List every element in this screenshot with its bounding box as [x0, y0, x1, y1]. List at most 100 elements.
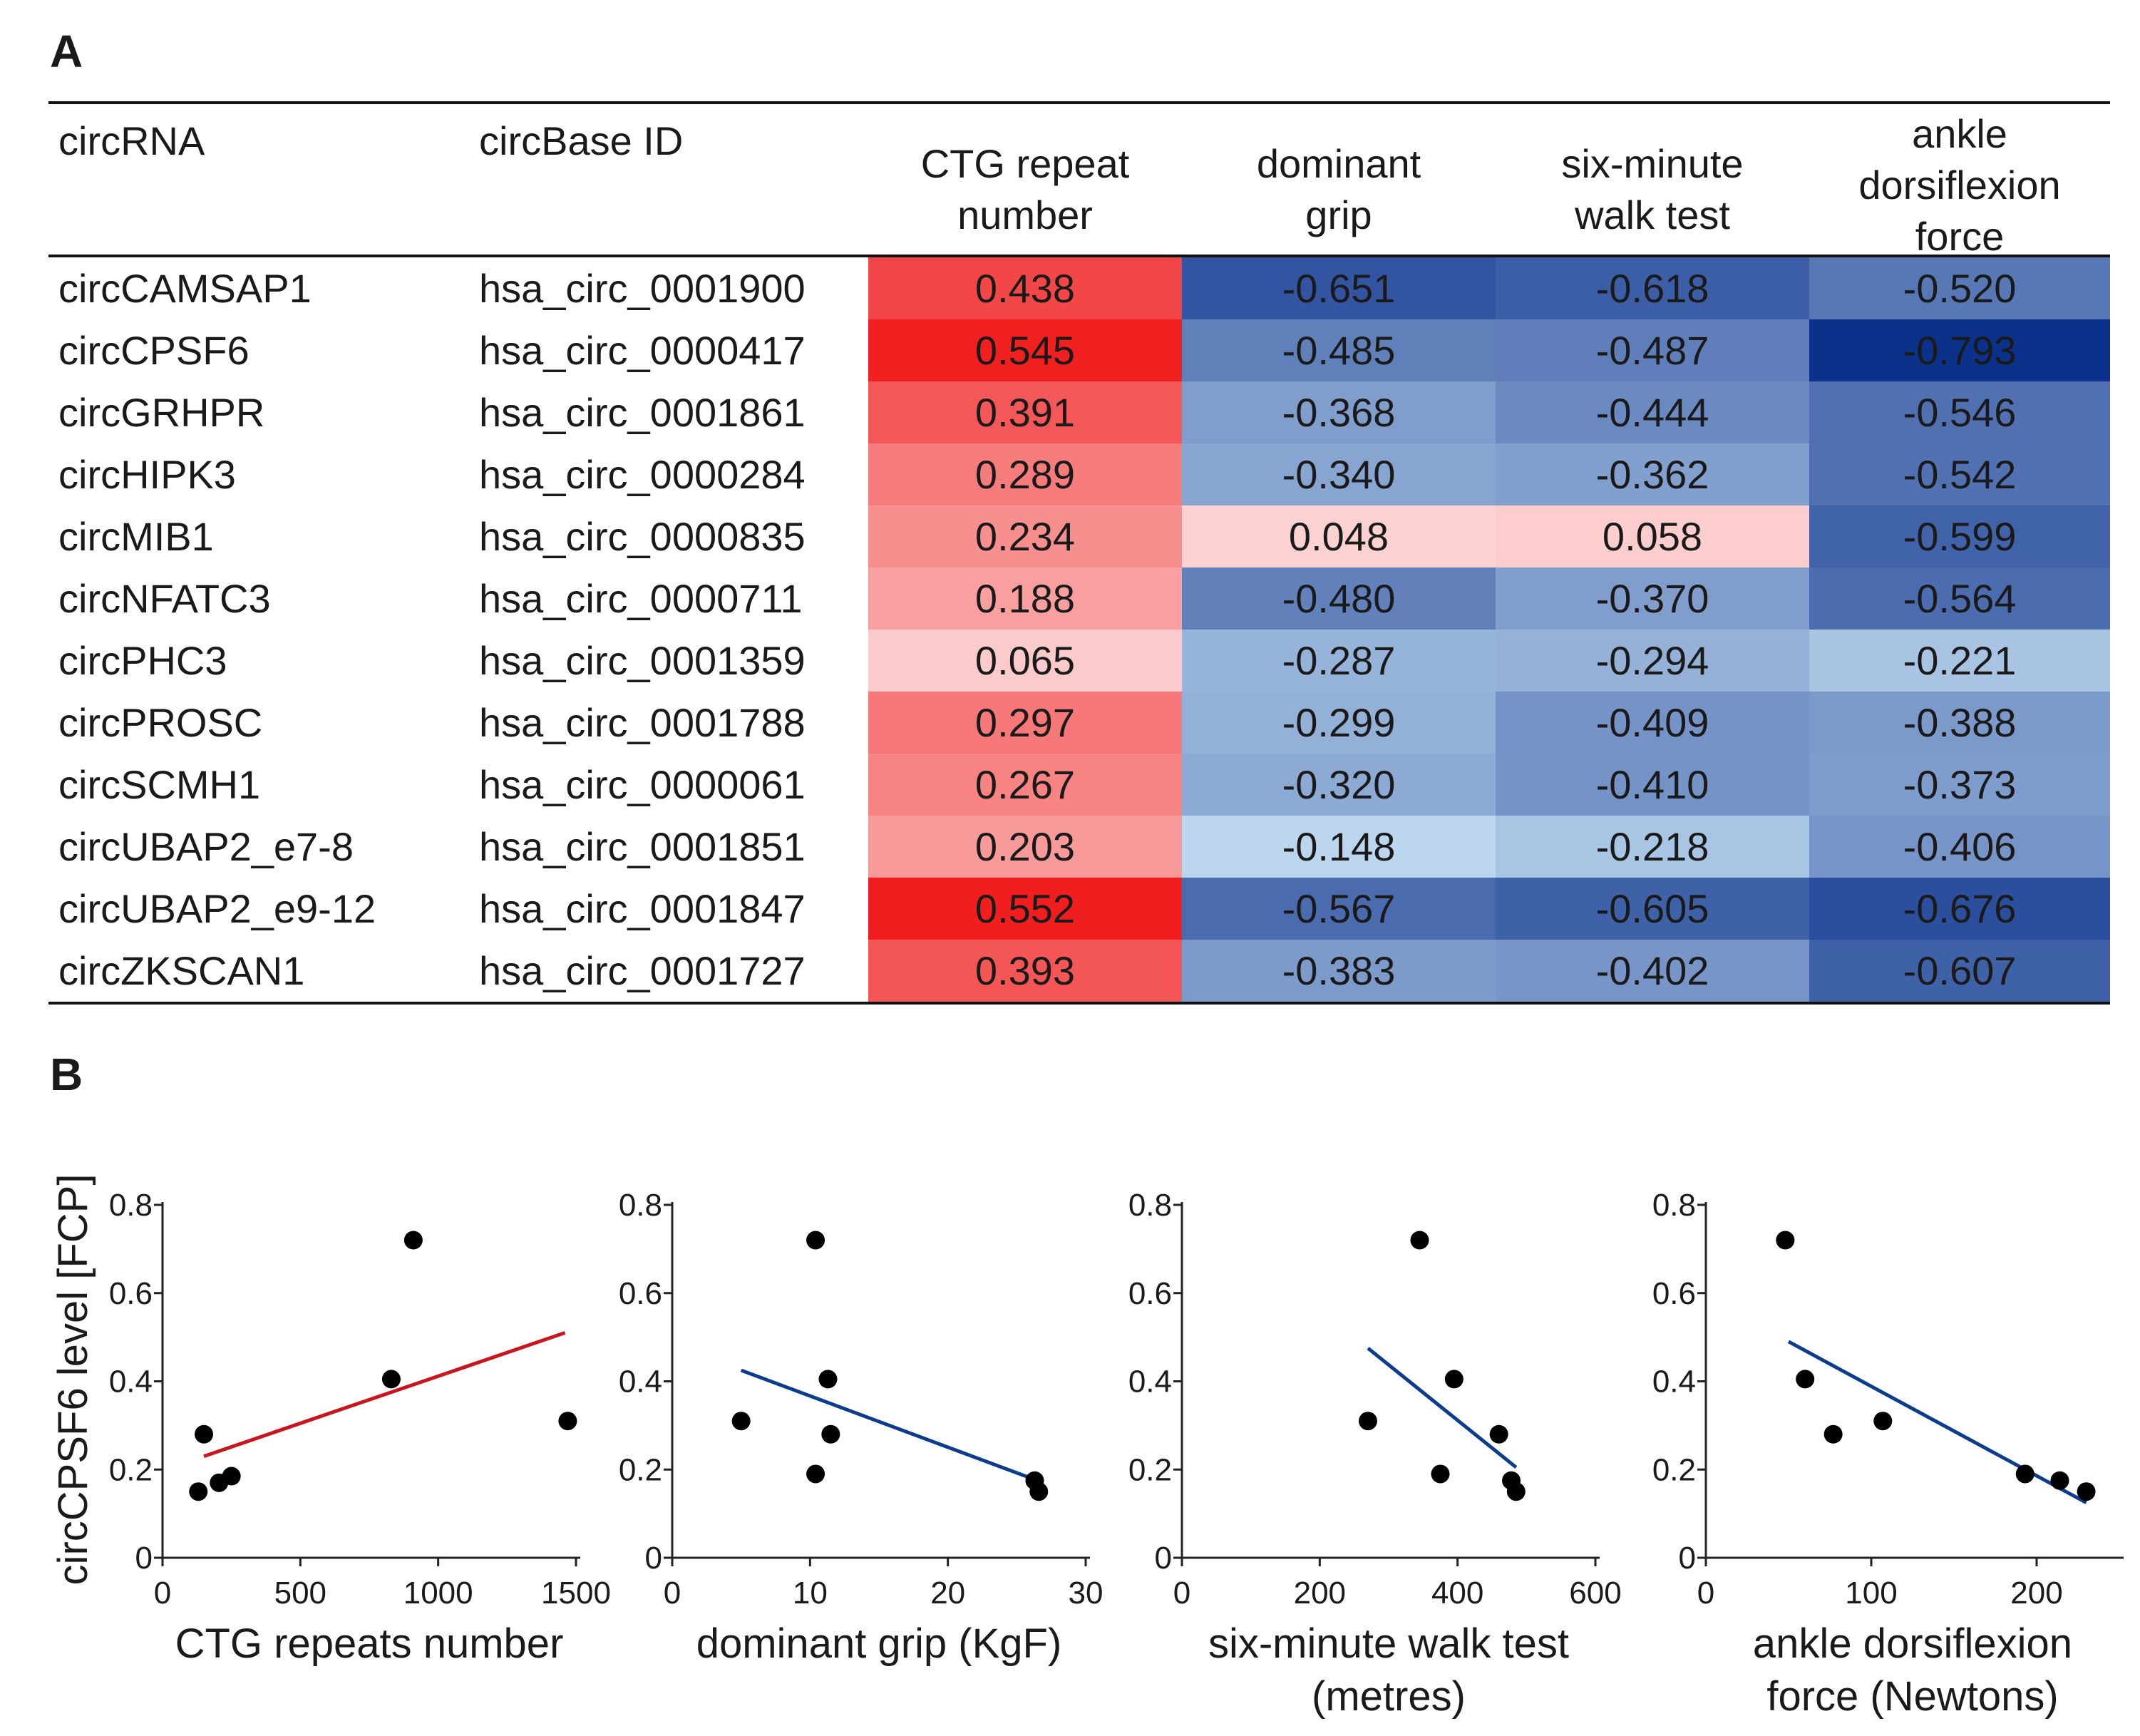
data-point: [222, 1467, 241, 1486]
heatmap-cell-walk: -0.294: [1496, 630, 1809, 692]
regression-line: [1367, 1347, 1518, 1469]
x-tick-label: 0: [1697, 1576, 1714, 1611]
heatmap-cell-ctg: 0.552: [868, 878, 1182, 940]
circrna-name: circPROSC: [58, 700, 263, 745]
circbase-id: hsa_circ_0001851: [479, 824, 806, 869]
header-grip-line-2: grip: [1305, 192, 1372, 237]
circbase-id: hsa_circ_0001847: [479, 886, 806, 931]
x-tick-label: 500: [274, 1576, 326, 1611]
circrna-name: circCAMSAP1: [58, 266, 312, 311]
y-tick-label: 0.2: [619, 1452, 662, 1487]
heatmap-cell-walk: -0.444: [1496, 381, 1809, 443]
header-grip-line-1: dominant: [1256, 141, 1421, 186]
header-ankle-line-2: dorsiflexion: [1858, 163, 2061, 207]
heatmap-cell-walk: 0.058: [1496, 505, 1809, 567]
data-point: [2050, 1471, 2069, 1490]
heatmap-cell-grip: -0.148: [1182, 816, 1496, 878]
x-axis-label: (metres): [1312, 1673, 1466, 1720]
circbase-id: hsa_circ_0000835: [479, 514, 806, 559]
heatmap-cell-grip: -0.651: [1182, 257, 1496, 319]
x-tick-label: 100: [1845, 1576, 1897, 1611]
heatmap-cell-grip: -0.485: [1182, 319, 1496, 381]
regression-line: [1787, 1340, 2087, 1504]
y-tick-label: 0.4: [1652, 1365, 1696, 1399]
heatmap-cell-ctg: 0.438: [868, 257, 1182, 319]
heatmap-cell-ctg: 0.393: [868, 940, 1182, 1002]
data-point: [1506, 1482, 1526, 1501]
header-circbase: circBase ID: [479, 118, 684, 163]
regression-line: [740, 1368, 1039, 1483]
heatmap-cell-ctg: 0.203: [868, 816, 1182, 878]
heatmap-cell-ctg: 0.065: [868, 630, 1182, 692]
heatmap-cell-grip: -0.480: [1182, 567, 1496, 630]
heatmap-cell-grip: -0.567: [1182, 878, 1496, 940]
scatter-plots-panel: circCPSF6 level [FCP] 0 0.2 0.4 0.6 0.8 0 500 10…: [50, 1174, 2124, 1720]
table-header-rule: [48, 255, 2110, 257]
data-point: [821, 1424, 840, 1444]
heatmap-cell-ankle: -0.542: [1809, 443, 2110, 505]
data-point: [806, 1231, 825, 1250]
y-tick-label: 0.6: [619, 1276, 662, 1311]
x-axis-label: force (Newtons): [1766, 1673, 2058, 1720]
header-walk-line-1: six-minute: [1561, 141, 1744, 186]
circrna-name: circZKSCAN1: [58, 948, 305, 993]
data-point: [1029, 1482, 1049, 1501]
data-point: [381, 1370, 401, 1389]
heatmap-cell-walk: -0.218: [1496, 816, 1809, 878]
table-row: circPROSC hsa_circ_0001788 0.297 -0.299 -0.4…: [48, 692, 2110, 754]
x-tick-label: 0: [154, 1576, 171, 1611]
circbase-id: hsa_circ_0001900: [479, 266, 806, 311]
heatmap-cell-walk: -0.605: [1496, 878, 1809, 940]
x-tick-label: 30: [1069, 1576, 1104, 1611]
header-ctg-line-1: CTG repeat: [920, 141, 1130, 186]
heatmap-cell-grip: -0.383: [1182, 940, 1496, 1002]
heatmap-cell-ctg: 0.545: [868, 319, 1182, 381]
heatmap-cell-grip: -0.368: [1182, 381, 1496, 443]
y-tick-label: 0.2: [1128, 1452, 1172, 1487]
header-ctg-line-2: number: [957, 192, 1093, 237]
circbase-id: hsa_circ_0000061: [479, 762, 806, 807]
circbase-id: hsa_circ_0000711: [479, 576, 803, 621]
panel-b-label: B: [50, 1049, 83, 1100]
circbase-id: hsa_circ_0000417: [479, 328, 806, 373]
table-top-rule: [48, 101, 2110, 104]
table-row: circUBAP2_e7-8 hsa_circ_0001851 0.203 -0.14…: [48, 816, 2110, 878]
data-point: [558, 1412, 577, 1431]
heatmap-cell-ankle: -0.388: [1809, 692, 2110, 754]
circbase-id: hsa_circ_0001359: [479, 638, 806, 683]
header-walk-line-2: walk test: [1575, 192, 1730, 237]
x-tick-label: 0: [664, 1576, 681, 1611]
y-tick-label: 0.6: [1128, 1276, 1172, 1311]
heatmap-cell-walk: -0.487: [1496, 319, 1809, 381]
circbase-id: hsa_circ_0001727: [479, 948, 806, 993]
heatmap-cell-grip: 0.048: [1182, 505, 1496, 567]
y-tick-label: 0.2: [1652, 1452, 1696, 1487]
y-tick-label: 0: [1679, 1541, 1696, 1576]
heatmap-cell-walk: -0.402: [1496, 940, 1809, 1002]
circbase-id: hsa_circ_0001788: [479, 700, 806, 745]
y-tick-label: 0: [645, 1541, 662, 1576]
data-point: [1359, 1412, 1377, 1431]
circrna-name: circNFATC3: [58, 576, 271, 621]
table-bottom-rule: [48, 1002, 2110, 1005]
data-point: [2015, 1464, 2034, 1484]
table-row: circCAMSAP1 hsa_circ_0001900 0.438 -0.651 -0…: [48, 257, 2110, 319]
table-row: circSCMH1 hsa_circ_0000061 0.267 -0.320 -0.4…: [48, 754, 2110, 816]
heatmap-cell-walk: -0.370: [1496, 567, 1809, 630]
heatmap-cell-ctg: 0.188: [868, 567, 1182, 630]
heatmap-cell-ctg: 0.267: [868, 754, 1182, 816]
circrna-name: circCPSF6: [58, 328, 250, 373]
heatmap-cell-ctg: 0.391: [868, 381, 1182, 443]
circrna-name: circMIB1: [58, 514, 214, 559]
data-point: [403, 1231, 423, 1250]
heatmap-cell-grip: -0.340: [1182, 443, 1496, 505]
data-point: [1489, 1424, 1508, 1444]
data-point: [806, 1464, 825, 1484]
circrna-name: circUBAP2_e9-12: [58, 886, 376, 931]
x-axis-label: six-minute walk test: [1208, 1621, 1569, 1667]
x-axis-label: dominant grip (KgF): [696, 1621, 1062, 1667]
table-row: circHIPK3 hsa_circ_0000284 0.289 -0.340 -0.3…: [48, 443, 2110, 505]
x-tick-label: 200: [2010, 1576, 2062, 1611]
data-point: [1444, 1370, 1463, 1389]
circbase-id: hsa_circ_0001861: [479, 390, 806, 435]
